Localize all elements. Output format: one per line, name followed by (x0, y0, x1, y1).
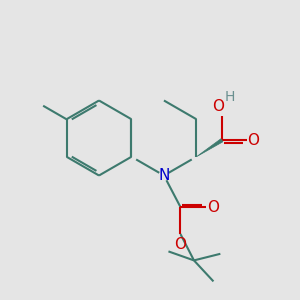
Text: O: O (175, 237, 187, 252)
Text: N: N (158, 168, 169, 183)
Text: O: O (207, 200, 219, 214)
Polygon shape (196, 139, 223, 157)
Text: O: O (248, 134, 260, 148)
Text: H: H (224, 90, 235, 104)
Text: O: O (212, 99, 224, 114)
